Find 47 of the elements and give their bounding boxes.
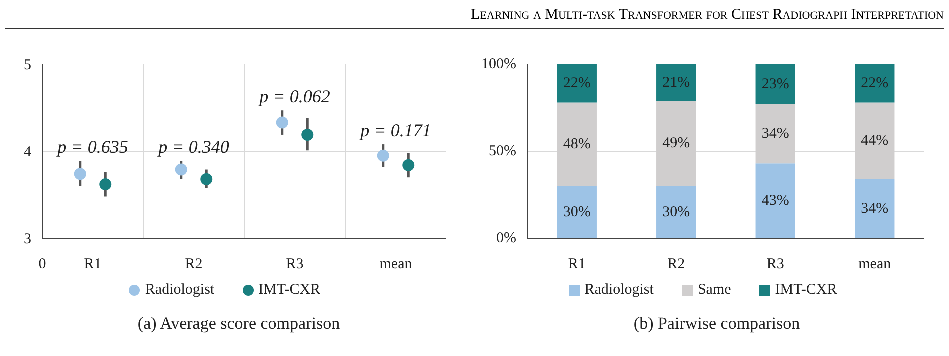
bar: [656, 64, 696, 102]
legend-label: Radiologist: [584, 281, 654, 300]
data-label: 30%: [662, 204, 690, 220]
annotation: p = 0.635: [56, 137, 128, 158]
legend-label: IMT-CXR: [774, 281, 838, 300]
x-tick-label: R3: [766, 256, 784, 272]
bar: [855, 179, 895, 238]
x-tick-label: R2: [185, 256, 203, 272]
legend-label: Radiologist: [144, 281, 215, 300]
data-label: 34%: [861, 200, 889, 217]
data-label: 21%: [662, 74, 690, 91]
bar: [557, 64, 597, 103]
x-tick-label: mean: [380, 256, 413, 272]
bar: [756, 64, 796, 105]
x-tick-label: mean: [858, 256, 892, 272]
annotation: p = 0.062: [258, 86, 330, 107]
x-tick-label: R3: [286, 256, 304, 272]
bar: [855, 64, 895, 103]
text: (b) Pairwise comparison: [632, 313, 802, 335]
bar: [656, 186, 696, 238]
x-tick-label: R2: [668, 256, 686, 272]
x-tick-label: R1: [84, 256, 102, 272]
x-tick-label: R1: [568, 256, 586, 272]
text: 0: [38, 256, 46, 272]
data-label: 44%: [861, 133, 889, 150]
data-label: 34%: [762, 126, 790, 142]
text: Learning a Multi-task Transformer for Chest Radiograph Interpretation: [5, 5, 944, 30]
annotation: p = 0.340: [156, 137, 230, 158]
y-tick-label: 50%: [489, 144, 517, 160]
legend-label: Same: [696, 281, 732, 300]
data-label: 23%: [762, 76, 790, 93]
y-tick-label: 100%: [482, 56, 517, 72]
y-tick-label: 5: [24, 58, 32, 74]
bar: [557, 186, 597, 238]
text: (a) Average score comparison: [136, 313, 342, 335]
y-tick-label: 3: [24, 232, 32, 248]
y-tick-label: 4: [24, 144, 32, 160]
legend-label: IMT-CXR: [258, 281, 321, 300]
data-label: 30%: [563, 204, 591, 220]
data-label: 22%: [861, 76, 889, 92]
bar: [756, 164, 796, 238]
data-label: 22%: [563, 76, 591, 92]
y-tick-label: 0%: [496, 230, 517, 246]
data-label: 43%: [762, 193, 790, 210]
data-label: 49%: [662, 136, 690, 152]
annotation: p = 0.171: [358, 120, 432, 141]
data-label: 48%: [563, 136, 591, 153]
